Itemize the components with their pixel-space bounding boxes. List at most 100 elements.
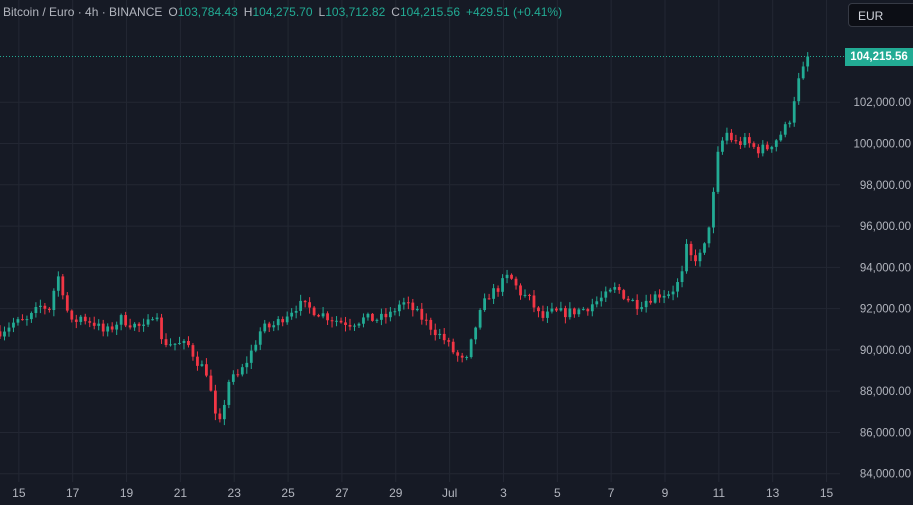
candle-down[interactable] (528, 293, 531, 301)
candle-up[interactable] (30, 311, 33, 323)
candle-down[interactable] (92, 316, 96, 330)
candle-up[interactable] (12, 317, 15, 333)
candle-down[interactable] (649, 294, 653, 305)
candle-up[interactable] (79, 314, 83, 326)
candle-down[interactable] (371, 313, 374, 322)
candle-down[interactable] (541, 305, 545, 322)
candle-down[interactable] (487, 293, 491, 300)
candle-up[interactable] (25, 315, 29, 326)
candle-up[interactable] (667, 290, 670, 299)
candle-up[interactable] (483, 293, 487, 312)
candle-up[interactable] (388, 307, 392, 322)
candle-up[interactable] (290, 308, 294, 320)
candle-up[interactable] (56, 271, 60, 297)
candle-down[interactable] (451, 338, 455, 355)
candle-series[interactable] (0, 52, 810, 426)
candle-down[interactable] (65, 292, 69, 313)
candle-up[interactable] (263, 319, 267, 334)
candle-up[interactable] (703, 242, 706, 255)
candle-up[interactable] (613, 282, 617, 294)
candle-up[interactable] (581, 306, 585, 311)
candle-down[interactable] (348, 318, 352, 331)
candle-up[interactable] (761, 140, 765, 157)
candle-down[interactable] (460, 352, 464, 363)
candle-up[interactable] (182, 339, 186, 350)
candle-up[interactable] (653, 291, 657, 304)
candle-down[interactable] (124, 311, 128, 328)
candle-up[interactable] (797, 72, 801, 105)
candle-up[interactable] (770, 145, 774, 153)
candle-up[interactable] (97, 319, 101, 331)
candle-up[interactable] (366, 312, 370, 321)
candle-up[interactable] (169, 338, 172, 347)
candle-up[interactable] (155, 313, 159, 322)
candle-down[interactable] (88, 317, 92, 328)
candle-up[interactable] (115, 321, 119, 335)
candle-up[interactable] (631, 298, 635, 302)
candle-up[interactable] (492, 283, 495, 304)
candle-up[interactable] (245, 356, 249, 374)
candle-down[interactable] (658, 289, 662, 303)
candle-up[interactable] (559, 301, 563, 312)
candle-down[interactable] (317, 313, 320, 318)
candle-down[interactable] (326, 311, 329, 325)
candle-up[interactable] (783, 121, 787, 138)
candle-down[interactable] (281, 316, 285, 327)
candle-up[interactable] (142, 318, 145, 332)
candle-down[interactable] (303, 299, 307, 308)
candle-up[interactable] (568, 302, 572, 320)
candle-up[interactable] (258, 327, 262, 351)
candle-up[interactable] (254, 340, 258, 353)
candle-up[interactable] (721, 137, 724, 155)
candle-up[interactable] (801, 61, 805, 80)
candle-down[interactable] (0, 325, 2, 339)
candle-up[interactable] (353, 323, 356, 331)
candle-up[interactable] (276, 316, 280, 331)
candle-up[interactable] (792, 96, 796, 127)
candle-up[interactable] (725, 127, 729, 145)
candle-down[interactable] (330, 316, 334, 328)
candle-up[interactable] (294, 305, 298, 319)
candle-up[interactable] (707, 226, 711, 248)
candle-down[interactable] (563, 305, 567, 324)
candle-down[interactable] (61, 273, 65, 300)
candle-down[interactable] (339, 317, 343, 324)
candle-up[interactable] (200, 360, 204, 367)
candle-up[interactable] (604, 286, 608, 302)
currency-button[interactable]: EUR (848, 3, 913, 27)
candle-up[interactable] (712, 187, 715, 234)
candle-up[interactable] (774, 138, 778, 152)
candle-down[interactable] (209, 369, 213, 392)
candle-down[interactable] (756, 144, 760, 158)
candle-up[interactable] (272, 321, 276, 332)
candle-up[interactable] (415, 305, 419, 312)
candle-up[interactable] (465, 355, 469, 361)
candle-down[interactable] (43, 303, 47, 315)
candle-down[interactable] (617, 283, 621, 294)
candle-down[interactable] (70, 309, 74, 323)
candle-down[interactable] (442, 328, 446, 345)
candle-down[interactable] (537, 306, 540, 318)
candle-up[interactable] (806, 52, 810, 72)
candle-down[interactable] (164, 333, 168, 348)
candle-up[interactable] (285, 311, 289, 325)
candle-up[interactable] (34, 302, 38, 318)
candle-up[interactable] (357, 322, 361, 329)
candle-down[interactable] (236, 369, 240, 378)
candle-up[interactable] (362, 313, 365, 328)
candle-up[interactable] (7, 322, 11, 337)
candle-up[interactable] (178, 336, 181, 345)
candle-down[interactable] (622, 288, 626, 301)
candle-up[interactable] (698, 249, 702, 267)
candle-down[interactable] (160, 313, 163, 344)
candle-down[interactable] (420, 302, 424, 325)
candle-up[interactable] (595, 296, 599, 308)
candle-down[interactable] (21, 314, 24, 321)
candle-up[interactable] (321, 307, 325, 319)
candle-up[interactable] (227, 379, 231, 409)
candle-up[interactable] (676, 278, 679, 298)
candle-up[interactable] (397, 300, 401, 317)
candle-down[interactable] (429, 317, 433, 336)
candle-up[interactable] (16, 316, 20, 326)
